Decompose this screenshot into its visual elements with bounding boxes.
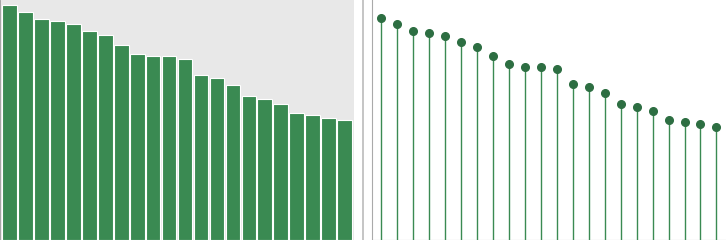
- Bar: [162, 56, 176, 240]
- Bar: [338, 120, 352, 240]
- Bar: [210, 78, 224, 240]
- Bar: [66, 24, 81, 240]
- Bar: [290, 113, 304, 240]
- Bar: [194, 75, 208, 240]
- Bar: [306, 115, 320, 240]
- Bar: [130, 54, 144, 240]
- Bar: [226, 85, 240, 240]
- Bar: [50, 21, 65, 240]
- Bar: [274, 103, 288, 240]
- Bar: [2, 5, 17, 240]
- Bar: [18, 12, 33, 240]
- Bar: [98, 35, 113, 240]
- Bar: [114, 45, 129, 240]
- Bar: [258, 99, 272, 240]
- Bar: [178, 59, 192, 240]
- Bar: [82, 30, 97, 240]
- Bar: [34, 19, 49, 240]
- Bar: [242, 96, 256, 240]
- Bar: [146, 56, 160, 240]
- Bar: [322, 118, 336, 240]
